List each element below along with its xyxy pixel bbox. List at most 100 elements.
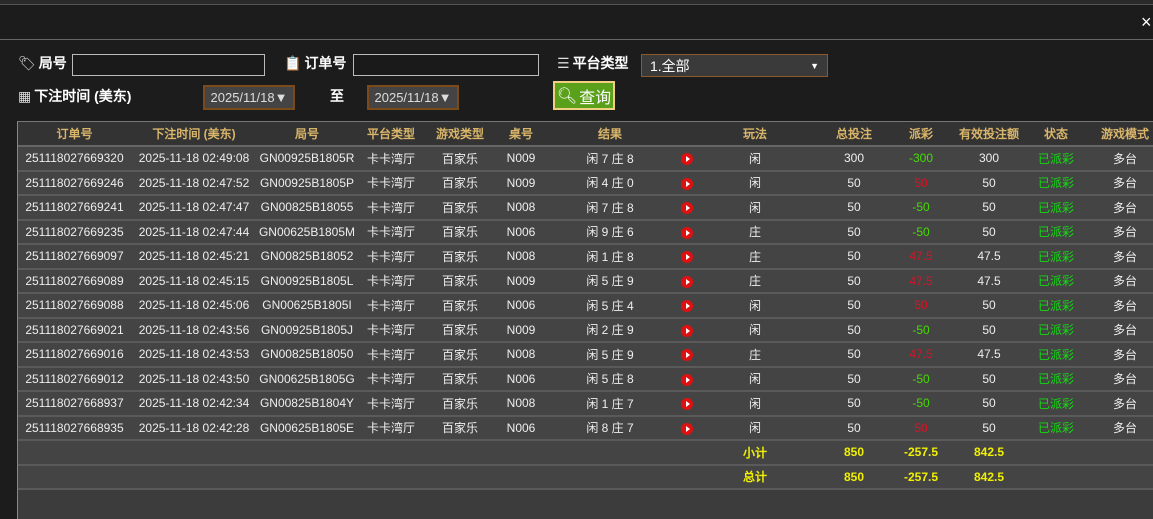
cell-table: N006 bbox=[495, 415, 547, 441]
date-to-picker[interactable]: 2025/11/18▼ bbox=[367, 85, 459, 110]
cell-game: 百家乐 bbox=[425, 391, 495, 417]
cell-round: GN00825B18055 bbox=[257, 195, 357, 221]
play-video-icon[interactable] bbox=[681, 226, 693, 239]
table-row[interactable]: 251118027669021 2025-11-18 02:43:56 GN0092… bbox=[18, 317, 1153, 343]
cell-valid: 50 bbox=[943, 293, 1035, 319]
close-icon[interactable]: × bbox=[1141, 12, 1152, 32]
play-video-icon[interactable] bbox=[681, 398, 693, 411]
play-video-icon[interactable] bbox=[681, 202, 693, 215]
cell-round: GN00625B1805M bbox=[257, 219, 357, 245]
cell-table: N006 bbox=[495, 293, 547, 319]
table-row[interactable]: 251118027669012 2025-11-18 02:43:50 GN0062… bbox=[18, 366, 1153, 392]
column-header-video bbox=[673, 122, 701, 147]
query-button[interactable]: 🔍︎ 查询 bbox=[553, 81, 615, 110]
cell-round: GN00825B1804Y bbox=[257, 391, 357, 417]
cell-order: 251118027669089 bbox=[18, 268, 131, 294]
cell-platform: 卡卡湾厅 bbox=[357, 244, 425, 270]
platform-label-text: 平台类型 bbox=[572, 55, 629, 71]
cell-valid: 47.5 bbox=[943, 268, 1035, 294]
cell-result: 闲 5 庄 9 bbox=[547, 268, 673, 294]
table-row[interactable]: 251118027669088 2025-11-18 02:45:06 GN0062… bbox=[18, 293, 1153, 319]
play-video-icon[interactable] bbox=[681, 177, 693, 190]
cell-platform: 卡卡湾厅 bbox=[357, 317, 425, 343]
cell-table: N009 bbox=[495, 268, 547, 294]
cell-payout: 50 bbox=[899, 415, 943, 441]
cell-payout: 50 bbox=[899, 293, 943, 319]
play-video-icon[interactable] bbox=[681, 373, 693, 386]
play-video-icon[interactable] bbox=[681, 324, 693, 337]
play-video-icon[interactable] bbox=[681, 349, 693, 362]
table-row[interactable]: 251118027669246 2025-11-18 02:47:52 GN0092… bbox=[18, 170, 1153, 196]
cell-order: 251118027669016 bbox=[18, 342, 131, 368]
cell-time: 2025-11-18 02:49:08 bbox=[131, 146, 257, 172]
cell-bet: 50 bbox=[809, 317, 899, 343]
cell-mode: 多台 bbox=[1077, 195, 1153, 221]
cell-play: 闲 bbox=[701, 366, 809, 392]
cell-status: 已派彩 bbox=[1035, 268, 1077, 294]
table-row[interactable]: 251118027669097 2025-11-18 02:45:21 GN0082… bbox=[18, 244, 1153, 270]
cell-game: 百家乐 bbox=[425, 146, 495, 172]
cell-result: 闲 5 庄 8 bbox=[547, 366, 673, 392]
cell-bet: 50 bbox=[809, 342, 899, 368]
cell-payout: -50 bbox=[899, 317, 943, 343]
cell-time: 2025-11-18 02:42:34 bbox=[131, 391, 257, 417]
cell-time: 2025-11-18 02:43:56 bbox=[131, 317, 257, 343]
play-video-icon[interactable] bbox=[681, 422, 693, 435]
cell-status: 已派彩 bbox=[1035, 293, 1077, 319]
cell-round: GN00625B1805E bbox=[257, 415, 357, 441]
cell-status: 已派彩 bbox=[1035, 219, 1077, 245]
search-icon: 🔍︎ bbox=[556, 87, 578, 105]
cell-play: 闲 bbox=[701, 170, 809, 196]
cell-play: 闲 bbox=[701, 317, 809, 343]
cell-mode: 多台 bbox=[1077, 268, 1153, 294]
round-input[interactable] bbox=[72, 54, 265, 76]
platform-select[interactable]: 1.全部 ▼ bbox=[641, 54, 828, 77]
cell-play: 庄 bbox=[701, 219, 809, 245]
column-header-bet: 总投注 bbox=[809, 122, 899, 147]
cell-status: 已派彩 bbox=[1035, 366, 1077, 392]
cell-valid: 50 bbox=[943, 317, 1035, 343]
total-label: 小计 bbox=[701, 440, 809, 466]
cell-valid: 300 bbox=[943, 146, 1035, 172]
cell-payout: 47.5 bbox=[899, 268, 943, 294]
column-header-game: 游戏类型 bbox=[425, 122, 495, 147]
order-input[interactable] bbox=[353, 54, 539, 76]
empty-cell bbox=[18, 464, 701, 490]
table-row[interactable]: 251118027668935 2025-11-18 02:42:28 GN0062… bbox=[18, 415, 1153, 441]
cell-play: 庄 bbox=[701, 342, 809, 368]
cell-platform: 卡卡湾厅 bbox=[357, 219, 425, 245]
cell-payout: -50 bbox=[899, 219, 943, 245]
cell-time: 2025-11-18 02:47:44 bbox=[131, 219, 257, 245]
cell-round: GN00925B1805J bbox=[257, 317, 357, 343]
cell-status: 已派彩 bbox=[1035, 170, 1077, 196]
column-header-round: 局号 bbox=[257, 122, 357, 147]
cell-result: 闲 7 庄 8 bbox=[547, 195, 673, 221]
play-video-icon[interactable] bbox=[681, 251, 693, 264]
table-row[interactable]: 251118027669089 2025-11-18 02:45:15 GN0092… bbox=[18, 268, 1153, 294]
time-label-text: 下注时间 (美东) bbox=[34, 88, 132, 104]
table-row[interactable]: 251118027668937 2025-11-18 02:42:34 GN0082… bbox=[18, 391, 1153, 417]
cell-time: 2025-11-18 02:43:53 bbox=[131, 342, 257, 368]
table-row[interactable]: 251118027669016 2025-11-18 02:43:53 GN0082… bbox=[18, 342, 1153, 368]
cell-time: 2025-11-18 02:45:06 bbox=[131, 293, 257, 319]
play-video-icon[interactable] bbox=[681, 153, 693, 166]
video-cell bbox=[673, 293, 701, 319]
cell-round: GN00825B18052 bbox=[257, 244, 357, 270]
calendar-icon: ▦ bbox=[18, 87, 32, 104]
video-cell bbox=[673, 268, 701, 294]
cell-table: N006 bbox=[495, 366, 547, 392]
cell-result: 闲 2 庄 9 bbox=[547, 317, 673, 343]
cell-play: 闲 bbox=[701, 293, 809, 319]
table-row[interactable]: 251118027669235 2025-11-18 02:47:44 GN0062… bbox=[18, 219, 1153, 245]
table-row[interactable]: 251118027669320 2025-11-18 02:49:08 GN0092… bbox=[18, 146, 1153, 172]
table-row[interactable]: 251118027669241 2025-11-18 02:47:47 GN0082… bbox=[18, 195, 1153, 221]
play-video-icon[interactable] bbox=[681, 300, 693, 313]
cell-platform: 卡卡湾厅 bbox=[357, 293, 425, 319]
cell-bet: 50 bbox=[809, 219, 899, 245]
cell-time: 2025-11-18 02:45:21 bbox=[131, 244, 257, 270]
cell-play: 庄 bbox=[701, 268, 809, 294]
date-from-picker[interactable]: 2025/11/18▼ bbox=[203, 85, 295, 110]
play-video-icon[interactable] bbox=[681, 275, 693, 288]
cell-order: 251118027669241 bbox=[18, 195, 131, 221]
order-label: 📋 订单号 bbox=[284, 53, 346, 73]
